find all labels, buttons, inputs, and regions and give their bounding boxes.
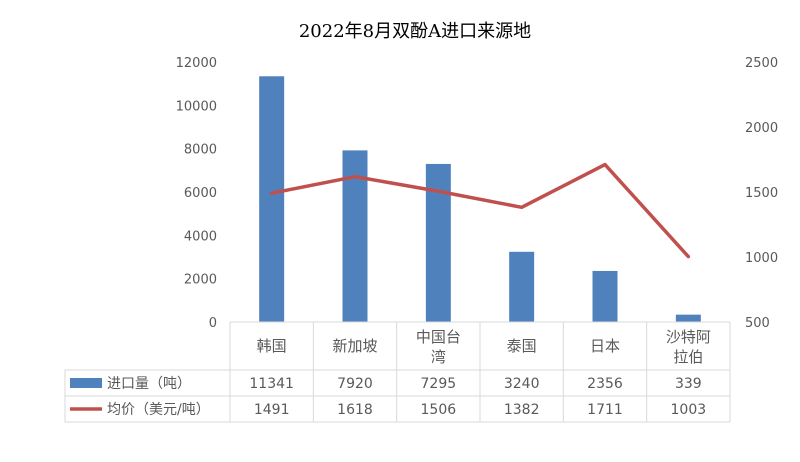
category-label: 韩国 [257,337,287,355]
right-tick-label: 2500 [745,56,778,71]
chart-title: 2022年8月双酚A进口来源地 [299,21,531,42]
legend-key-bar [70,378,102,388]
right-tick-label: 2000 [745,121,778,136]
left-tick-label: 2000 [184,273,217,288]
left-tick-label: 8000 [184,143,217,158]
line-path [269,162,691,259]
category-label: 拉伯 [673,348,703,366]
table-value: 1382 [504,402,540,418]
category-label: 日本 [590,337,620,355]
table-value: 7920 [337,376,373,392]
right-axis: 500 1000 1500 2000 2500 [745,56,778,331]
left-tick-label: 10000 [176,99,217,114]
category-label: 泰国 [507,337,537,355]
bar [425,163,451,322]
left-tick-label: 4000 [184,229,217,244]
left-tick-label: 12000 [176,56,217,71]
table-value: 1491 [254,402,290,418]
bar [259,76,285,322]
table-value: 2356 [587,376,623,392]
right-tick-label: 500 [745,316,770,331]
left-axis: 0 2000 4000 6000 8000 10000 12000 [176,56,217,331]
category-label: 新加坡 [332,337,377,355]
table-value: 1003 [671,402,707,418]
legend-label: 均价（美元/吨） [107,402,210,418]
table-value: 7295 [421,376,457,392]
category-label: 沙特阿 [666,328,711,346]
legend-label: 进口量（吨） [107,376,191,392]
bar [592,270,618,322]
table-value: 3240 [504,376,540,392]
bar [675,314,701,322]
left-tick-label: 6000 [184,186,217,201]
line-series [269,162,691,259]
table-value: 339 [675,376,702,392]
left-tick-label: 0 [209,316,217,331]
right-tick-label: 1000 [745,251,778,266]
table-value: 1618 [337,402,373,418]
table-value: 1506 [421,402,457,418]
table-value: 1711 [587,402,623,418]
bar [509,251,535,322]
category-label: 中国台 [416,328,461,346]
category-label: 湾 [431,348,446,366]
right-tick-label: 1500 [745,186,778,201]
table-value: 11341 [249,376,294,392]
